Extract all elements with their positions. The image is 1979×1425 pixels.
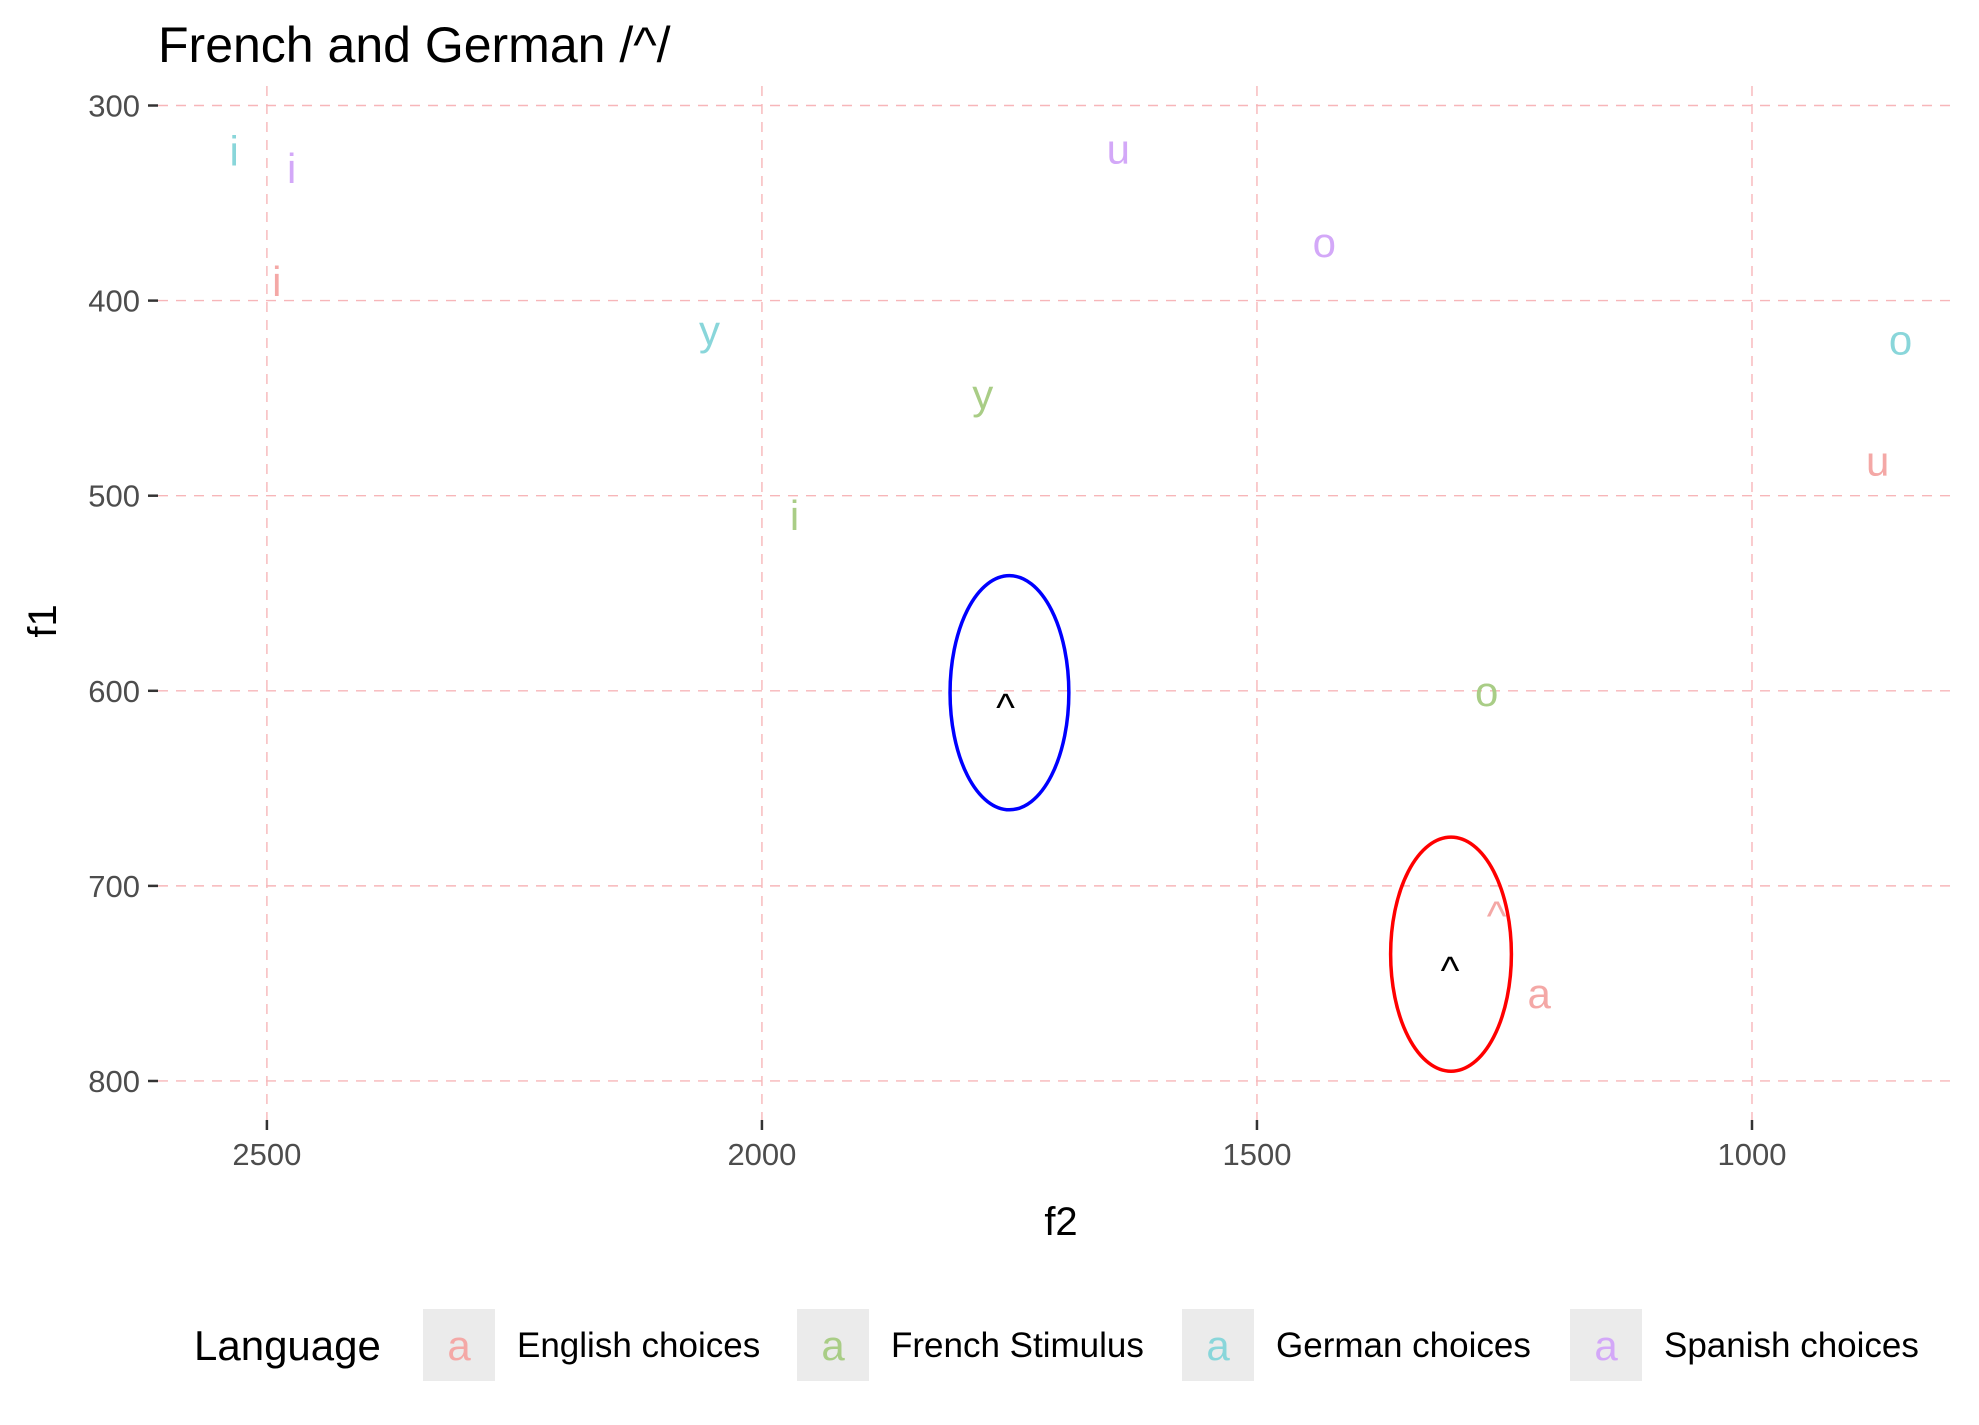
legend-key (1182, 1309, 1254, 1381)
y-tick-label: 300 (88, 89, 140, 124)
legend-item-english-choices: a English choices (423, 1309, 760, 1381)
y-tick-label: 500 (88, 479, 140, 514)
point-spanish-choices-i: i (287, 145, 296, 192)
point-english-choices-u: u (1866, 438, 1889, 485)
x-axis-label: f2 (1044, 1200, 1077, 1244)
point-spanish-choices-u: u (1107, 125, 1130, 172)
target-label-2: ^ (1441, 949, 1460, 993)
target-label-1: ^ (996, 686, 1015, 730)
point-french-stimulus-i: i (790, 492, 799, 539)
legend: Language a English choices a French Stimulus… (194, 1309, 1919, 1381)
point-english-choices-i: i (272, 258, 281, 305)
legend-item-french-stimulus: a French Stimulus (797, 1309, 1144, 1381)
legend-item-spanish-choices: a Spanish choices (1570, 1309, 1919, 1381)
legend-key (1570, 1309, 1642, 1381)
legend-label: French Stimulus (891, 1326, 1144, 1365)
legend-item-german-choices: a German choices (1182, 1309, 1531, 1381)
chart-title: French and German /^/ (158, 17, 671, 73)
legend-key-glyph: a (1206, 1322, 1230, 1369)
point-german-choices-y: y (699, 307, 720, 354)
ellipse-2 (1388, 835, 1514, 1073)
ellipse-1 (948, 573, 1071, 812)
point-english-choices-a: a (1527, 970, 1551, 1017)
point-french-stimulus-o: o (1475, 668, 1498, 715)
x-tick-label: 1000 (1718, 1137, 1787, 1172)
point-french-stimulus-y: y (972, 371, 993, 418)
y-tick-label: 700 (88, 869, 140, 904)
legend-label: Spanish choices (1664, 1326, 1919, 1365)
point-german-choices-i: i (230, 127, 239, 174)
legend-key-glyph: a (1594, 1322, 1618, 1369)
x-tick-label: 2500 (232, 1137, 301, 1172)
y-tick-label: 800 (88, 1064, 140, 1099)
legend-key-glyph: a (447, 1322, 471, 1369)
y-tick-label: 400 (88, 284, 140, 319)
legend-key (423, 1309, 495, 1381)
point-german-choices-o: o (1889, 317, 1912, 364)
confidence-ellipses: ^^ (948, 573, 1514, 1073)
y-tick-label: 600 (88, 674, 140, 709)
y-axis-label: f1 (21, 604, 65, 637)
x-tick-label: 2000 (727, 1137, 796, 1172)
legend-label: German choices (1276, 1326, 1531, 1365)
gridlines (158, 86, 1950, 1120)
legend-title: Language (194, 1322, 381, 1369)
point-english-choices-caret: ^ (1487, 892, 1507, 939)
data-points: i u ^ a y i o i y o i u o (230, 125, 1913, 1017)
point-spanish-choices-o: o (1313, 219, 1336, 266)
axes: 2500 2000 1500 1000 300 400 500 600 700 800 (88, 89, 1786, 1172)
legend-key-glyph: a (821, 1322, 845, 1369)
legend-key (797, 1309, 869, 1381)
legend-label: English choices (517, 1326, 760, 1365)
x-tick-label: 1500 (1222, 1137, 1291, 1172)
